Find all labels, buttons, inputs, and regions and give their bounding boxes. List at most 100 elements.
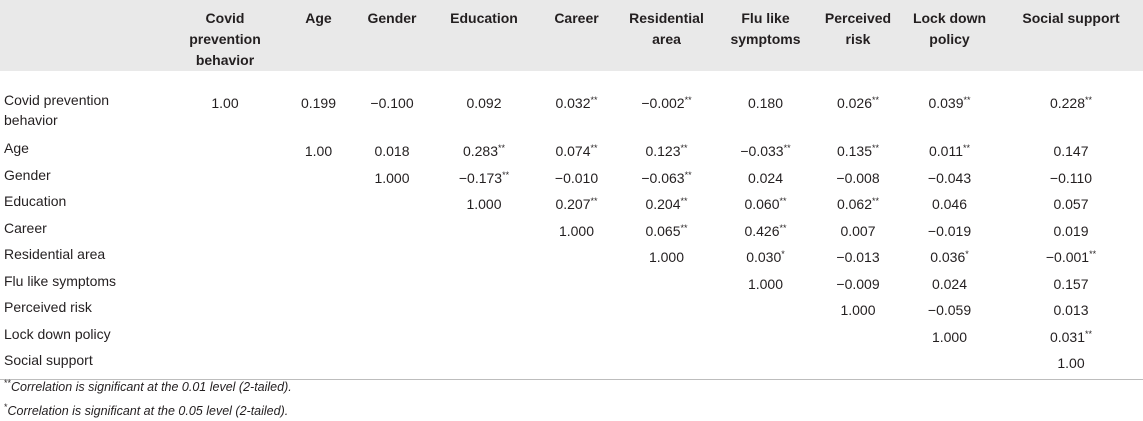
cell-value: 0.057 — [1053, 196, 1089, 212]
table-cell — [900, 347, 999, 380]
row-label: Perceived risk — [4, 299, 92, 315]
cell-value: 0.074 — [555, 143, 591, 159]
cell-value: 0.228 — [1049, 95, 1086, 111]
table-cell: −0.019 — [900, 215, 999, 242]
table-cell — [535, 347, 618, 380]
significance-mark: ** — [872, 196, 880, 206]
table-cell — [286, 188, 351, 215]
table-cell: −0.010 — [535, 162, 618, 189]
cell-value: 1.00 — [304, 143, 333, 159]
table-cell: 1.00 — [164, 71, 286, 135]
cell-value: 1.00 — [1057, 355, 1085, 371]
cell-value: −0.043 — [927, 169, 972, 186]
row-label: Career — [4, 219, 47, 236]
footnote-mark: ** — [4, 378, 12, 388]
significance-mark: ** — [590, 143, 598, 153]
significance-mark: ** — [498, 143, 506, 153]
table-cell: 0.013 — [999, 294, 1143, 321]
footnote-significance-001: **Correlation is significant at the 0.01… — [4, 373, 292, 397]
table-cell — [433, 294, 535, 321]
table-cell: 0.011** — [900, 135, 999, 162]
table-cell — [433, 241, 535, 268]
cell-value: 0.030 — [746, 249, 782, 265]
table-cell: 0.024 — [715, 162, 816, 189]
cell-value: 1.000 — [466, 196, 502, 212]
column-header: Education — [450, 10, 518, 26]
cell-value: 0.199 — [300, 95, 337, 111]
cell-value: 0.283 — [462, 143, 499, 159]
significance-mark: ** — [1089, 249, 1097, 259]
cell-value: 0.157 — [1053, 275, 1089, 292]
cell-value: 1.000 — [931, 328, 968, 345]
table-cell — [351, 347, 433, 380]
table-cell: 0.057 — [999, 188, 1143, 215]
table-cell — [715, 321, 816, 348]
table-cell: 0.207** — [535, 188, 618, 215]
row-label: Gender — [4, 166, 51, 183]
row-label: Residential area — [4, 246, 106, 262]
column-header: Age — [305, 10, 332, 26]
table-cell: 0.426** — [715, 215, 816, 242]
table-cell: −0.059 — [900, 294, 999, 321]
table-cell: 0.046 — [900, 188, 999, 215]
cell-value: 0.024 — [931, 275, 968, 292]
table-cell: −0.001** — [999, 241, 1143, 268]
table-cell — [164, 188, 286, 215]
table-cell — [618, 321, 715, 348]
table-footnotes: **Correlation is significant at the 0.01… — [4, 373, 292, 421]
table-cell — [816, 347, 900, 380]
table-cell: 0.062** — [816, 188, 900, 215]
cell-value: 0.024 — [747, 169, 784, 186]
cell-value: 1.000 — [648, 249, 685, 265]
cell-value: 0.204 — [645, 196, 681, 212]
table-row: Social support 1.00 — [0, 347, 1143, 380]
cell-value: 0.123 — [645, 143, 681, 159]
cell-value: 0.426 — [744, 222, 780, 239]
table-cell — [535, 294, 618, 321]
table-row: Residential area 1.000 0.030* −0.013 0.036* −… — [0, 241, 1143, 268]
table-cell: −0.100 — [351, 71, 433, 135]
cell-value: −0.019 — [927, 222, 972, 239]
significance-mark: ** — [684, 169, 692, 180]
row-label: Age — [4, 140, 29, 156]
table-cell: 1.00 — [286, 135, 351, 162]
cell-value: 1.000 — [558, 222, 595, 239]
header-row: Covid prevention behavior Age Gender Educat… — [0, 0, 1143, 71]
footnote-significance-005: *Correlation is significant at the 0.05 … — [4, 397, 292, 421]
table-cell — [164, 294, 286, 321]
row-label: Education — [4, 193, 67, 209]
table-row: Flu like symptoms 1.000 −0.009 0.024 0.157 — [0, 268, 1143, 295]
cell-value: 0.039 — [928, 95, 964, 111]
table-row: Age 1.00 0.018 0.283** 0.074** 0.123** −0.033*… — [0, 135, 1143, 162]
cell-value: 1.000 — [747, 275, 784, 292]
cell-value: 0.147 — [1053, 143, 1089, 159]
table-cell — [286, 294, 351, 321]
table-header: Covid prevention behavior Age Gender Educat… — [0, 0, 1143, 71]
cell-value: −0.110 — [1049, 169, 1093, 186]
table-cell — [535, 321, 618, 348]
table-cell: −0.043 — [900, 162, 999, 189]
table-cell — [351, 241, 433, 268]
significance-mark: ** — [779, 222, 787, 233]
cell-value: 0.011 — [928, 143, 963, 159]
cell-value: 0.026 — [836, 95, 873, 111]
table-cell: 0.019 — [999, 215, 1143, 242]
table-cell — [433, 215, 535, 242]
table-cell — [164, 268, 286, 295]
significance-mark: ** — [590, 95, 598, 105]
table-cell: 0.123** — [618, 135, 715, 162]
significance-mark: ** — [779, 196, 787, 206]
table-cell: −0.033** — [715, 135, 816, 162]
table-cell: −0.008 — [816, 162, 900, 189]
table-cell: 1.000 — [351, 162, 433, 189]
significance-mark: ** — [680, 196, 688, 206]
table-cell — [351, 321, 433, 348]
table-cell: 0.007 — [816, 215, 900, 242]
significance-mark: ** — [1085, 328, 1093, 339]
row-label: Lock down policy — [4, 325, 111, 342]
cell-value: 0.046 — [931, 196, 968, 212]
table-cell: 0.092 — [433, 71, 535, 135]
table-cell: −0.002** — [618, 71, 715, 135]
row-label: Covid prevention behavior — [4, 92, 110, 128]
table-cell: 0.147 — [999, 135, 1143, 162]
